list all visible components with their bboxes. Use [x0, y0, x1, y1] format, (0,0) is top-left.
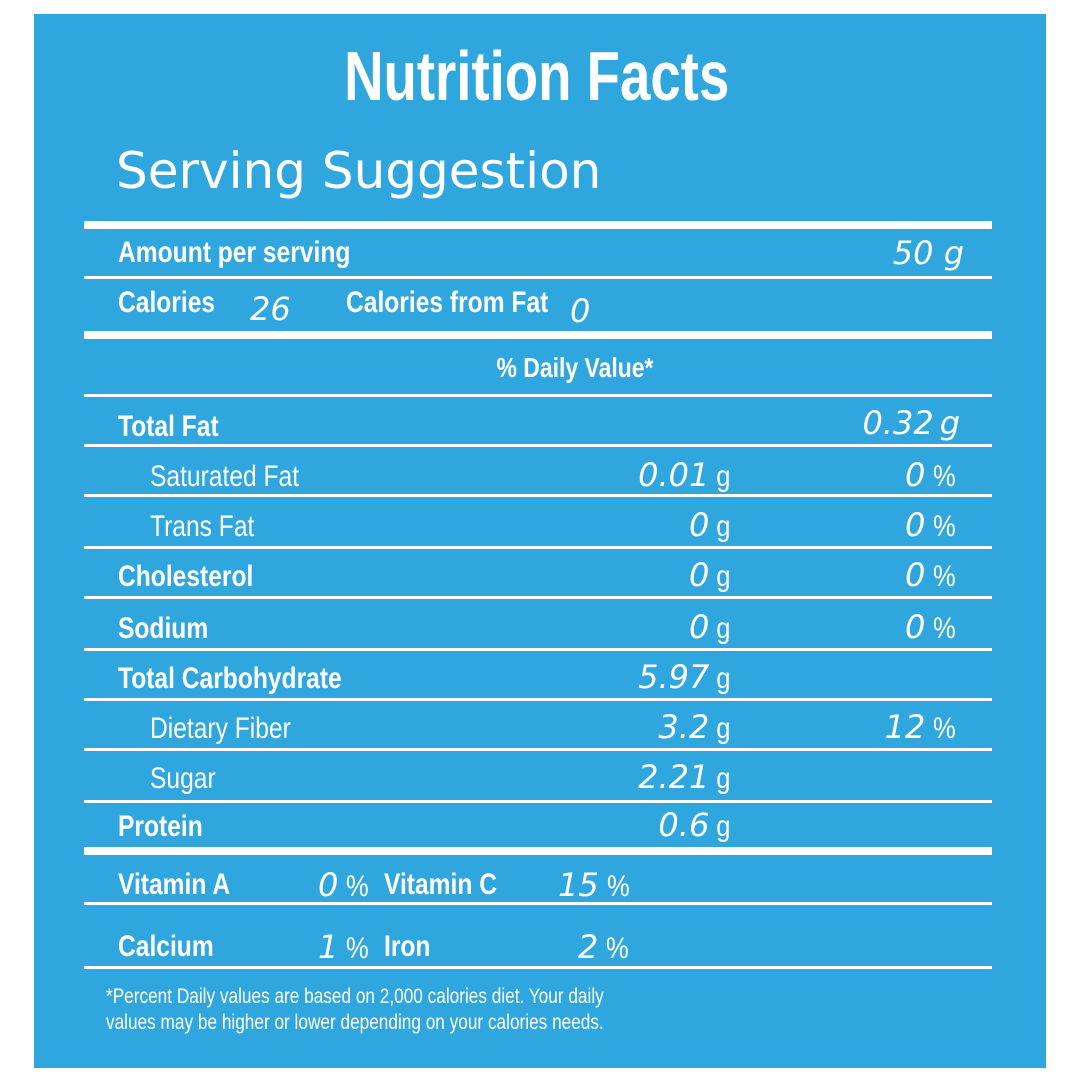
amount-unit: g [716, 560, 731, 593]
daily-value-header: % Daily Value* [496, 352, 654, 383]
divider [84, 444, 992, 447]
calories-fat-label: Calories from Fat [346, 286, 549, 319]
vitamin-number: 15 [558, 866, 599, 904]
amount-unit: g [716, 712, 731, 745]
dv-number: 12 [884, 708, 926, 746]
daily-value-percent: 12% [885, 708, 958, 746]
footnote-line: values may be higher or lower depending … [106, 1011, 604, 1034]
amount-unit: g [716, 762, 731, 795]
nutrient-amount: 0.6 g [658, 806, 732, 844]
vitamin-value: 0% [318, 866, 371, 904]
amount-number: 3.2 [658, 708, 710, 746]
nutrient-amount: 0.32 g [862, 404, 960, 442]
amount-number: 5.97 [638, 658, 710, 696]
divider [84, 648, 992, 651]
amount-unit: g [716, 662, 731, 695]
amount-number: 0 [688, 608, 710, 646]
nutrient-name: Total Carbohydrate [118, 662, 342, 695]
nutrition-panel [34, 14, 1046, 1068]
daily-value-percent: 0% [905, 506, 958, 544]
vitamin-unit: % [346, 932, 370, 965]
amount-unit: g [716, 510, 731, 543]
vitamin-number: 1 [318, 928, 339, 966]
vitamin-name: Iron [384, 930, 431, 963]
calories-value: 26 [250, 290, 291, 328]
vitamin-value: 2% [578, 928, 631, 966]
amount-number: 0 [688, 506, 710, 544]
nutrient-name: Protein [118, 810, 203, 843]
divider [84, 596, 992, 599]
nutrient-amount: 2.21 g [638, 758, 732, 796]
amount-number: 2.21 [638, 758, 710, 796]
nutrient-name: Trans Fat [150, 510, 255, 543]
dv-unit: % [933, 712, 956, 745]
vitamin-unit: % [606, 870, 630, 903]
daily-value-percent: 0% [905, 556, 958, 594]
divider [84, 221, 992, 229]
vitamin-number: 0 [318, 866, 339, 904]
amount-unit: g [939, 404, 960, 442]
vitamin-name: Calcium [118, 930, 214, 963]
daily-value-percent: 0% [905, 608, 958, 646]
nutrient-name: Saturated Fat [150, 460, 300, 493]
nutrient-name: Sodium [118, 612, 209, 645]
dv-number: 0 [904, 556, 926, 594]
divider [84, 394, 992, 397]
footnote-line: *Percent Daily values are based on 2,000… [106, 985, 604, 1008]
nutrient-amount: 3.2 g [658, 708, 732, 746]
vitamin-value: 1% [318, 928, 371, 966]
dv-unit: % [933, 510, 956, 543]
subtitle: Serving Suggestion [116, 142, 602, 200]
amount-number: 0 [688, 556, 710, 594]
vitamin-name: Vitamin A [118, 868, 231, 901]
amount-number: 0.6 [658, 806, 710, 844]
dv-unit: % [933, 460, 956, 493]
amount-unit: g [716, 810, 731, 843]
divider [84, 698, 992, 701]
dv-unit: % [933, 560, 956, 593]
divider [84, 276, 992, 279]
nutrient-name: Total Fat [118, 410, 219, 443]
divider [84, 331, 992, 339]
divider [84, 748, 992, 751]
amount-number: 0.32 [862, 404, 934, 442]
amount-number: 0.01 [638, 456, 710, 494]
dv-number: 0 [904, 608, 926, 646]
dv-number: 0 [904, 506, 926, 544]
dv-number: 0 [904, 456, 926, 494]
nutrient-name: Cholesterol [118, 560, 254, 593]
footnote: *Percent Daily values are based on 2,000… [106, 984, 631, 1036]
nutrient-name: Dietary Fiber [150, 712, 291, 745]
vitamin-number: 2 [578, 928, 599, 966]
divider [84, 966, 992, 969]
divider [84, 546, 992, 549]
nutrient-amount: 5.97 g [638, 658, 732, 696]
divider [84, 494, 992, 497]
serving-label: Amount per serving [118, 236, 351, 269]
nutrient-amount: 0.01 g [638, 456, 732, 494]
serving-value: 50 g [892, 234, 964, 272]
nutrient-name: Sugar [150, 762, 216, 795]
calories-fat-value: 0 [570, 292, 591, 330]
amount-unit: g [716, 612, 731, 645]
daily-value-percent: 0% [905, 456, 958, 494]
dv-unit: % [933, 612, 956, 645]
vitamin-name: Vitamin C [384, 868, 498, 901]
vitamin-unit: % [606, 932, 630, 965]
vitamin-value: 15% [558, 866, 631, 904]
divider [84, 847, 992, 855]
vitamin-unit: % [346, 870, 370, 903]
divider [84, 800, 992, 803]
divider [84, 902, 992, 905]
calories-label: Calories [118, 286, 216, 319]
page-title: Nutrition Facts [344, 37, 730, 115]
amount-unit: g [716, 460, 731, 493]
